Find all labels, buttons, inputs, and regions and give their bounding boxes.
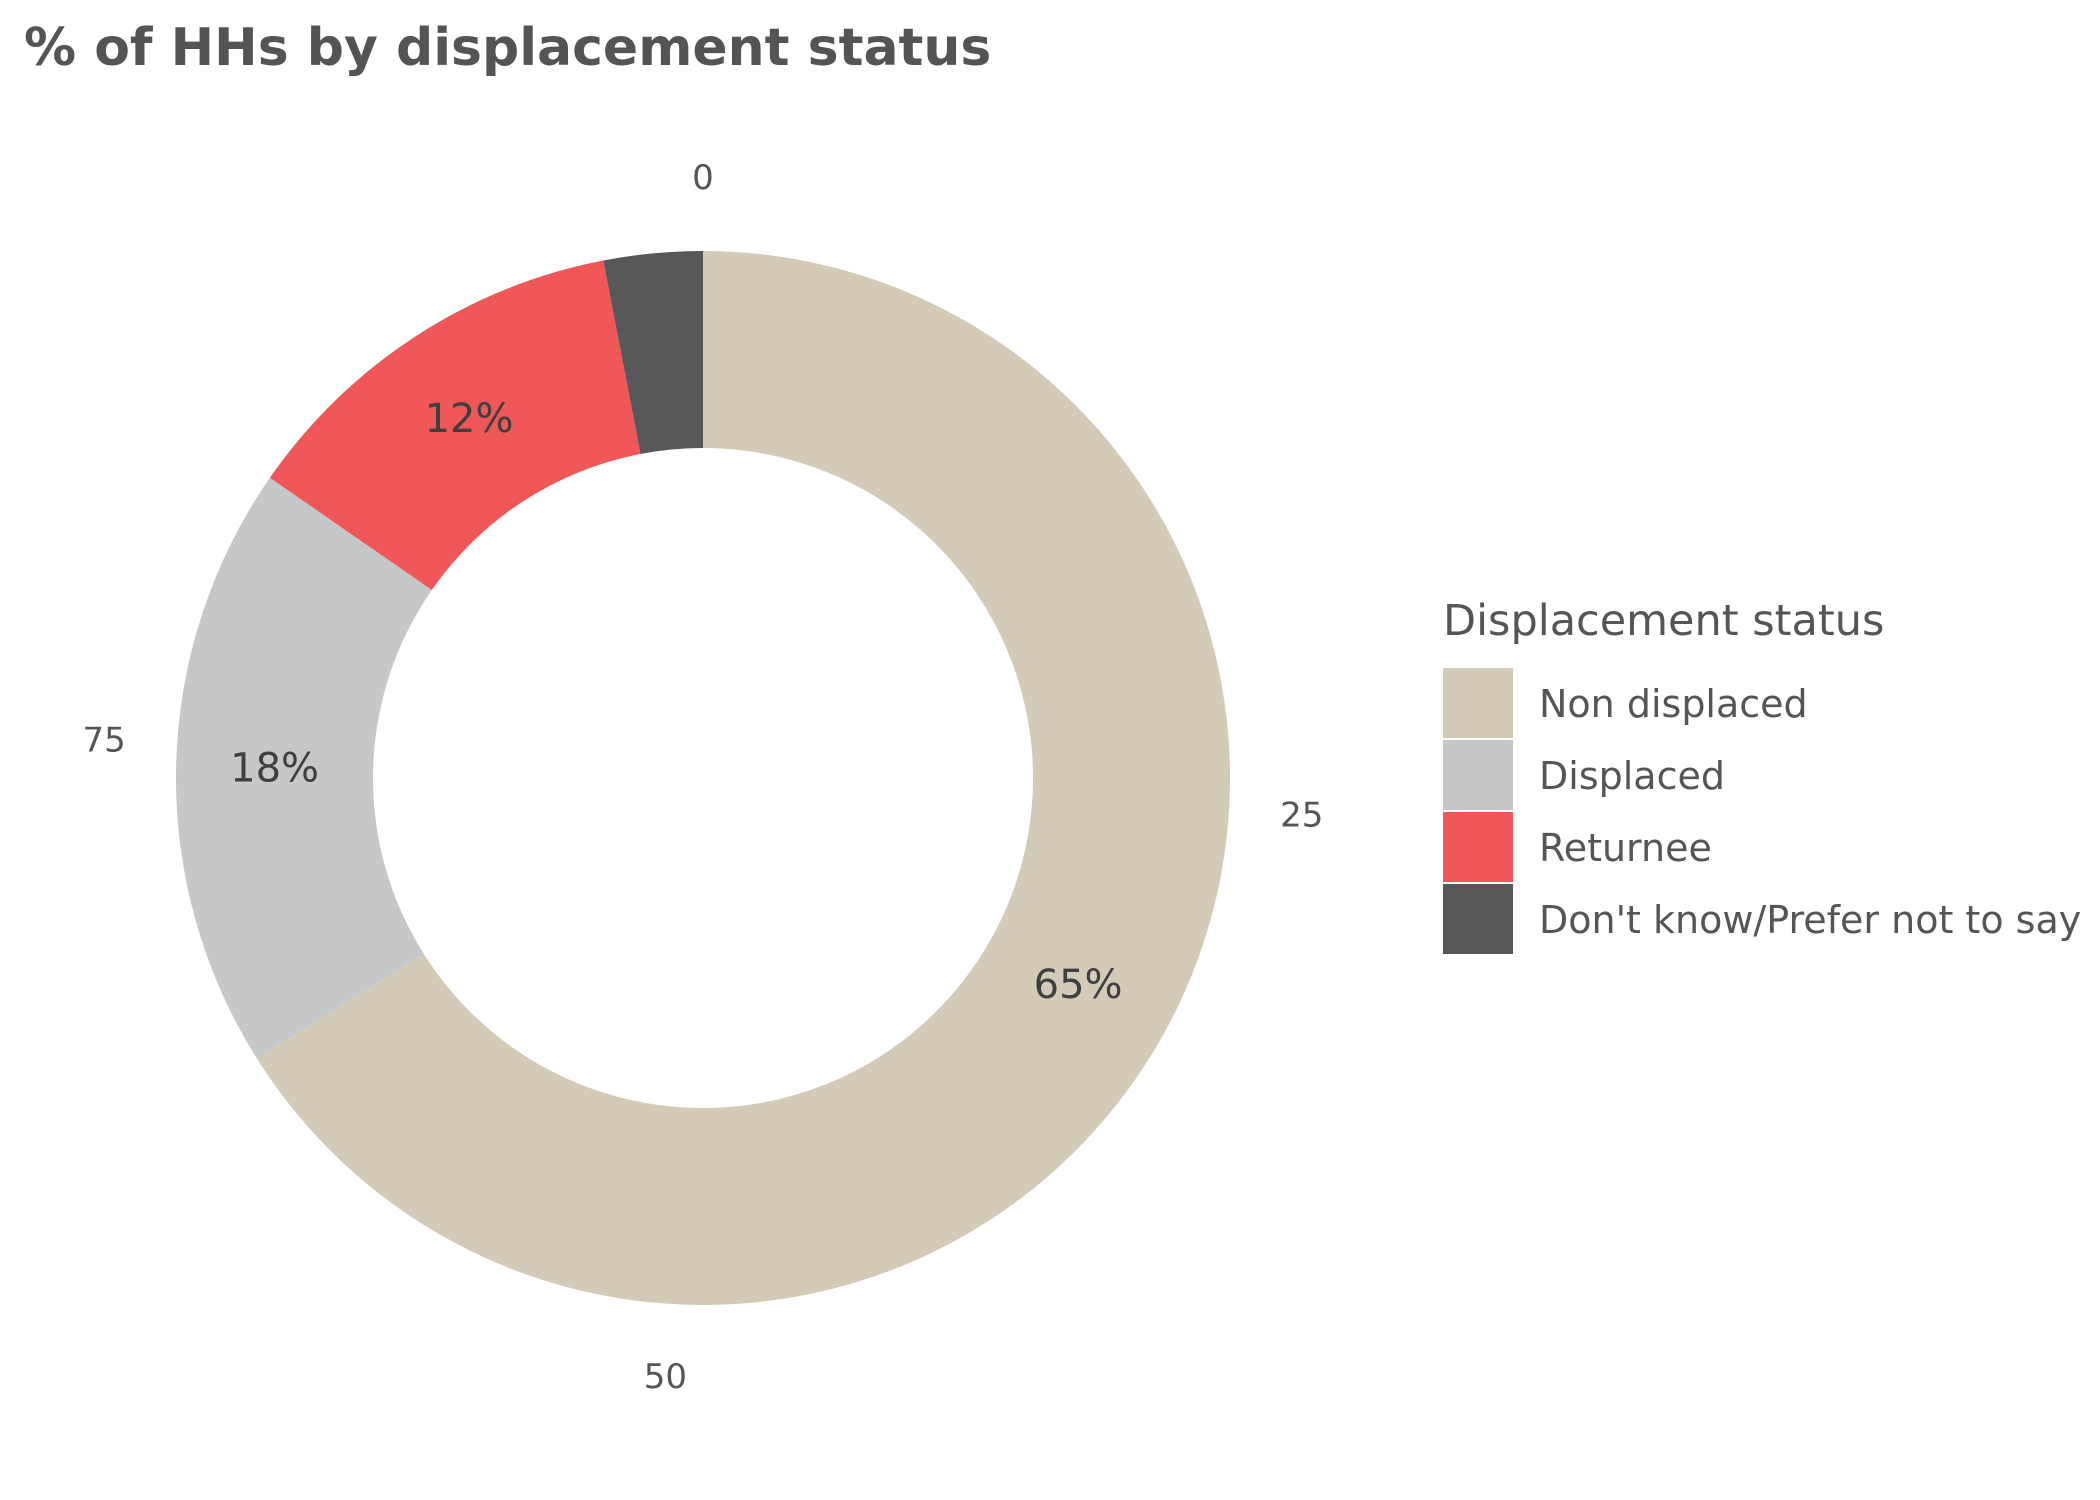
data-label: 65%: [1034, 962, 1123, 1008]
legend-label: Displaced: [1539, 754, 1725, 798]
data-label: 12%: [425, 396, 514, 442]
angular-tick-label: 50: [644, 1357, 687, 1397]
angular-tick-label: 0: [692, 158, 714, 198]
donut-slice-don-t-know-prefer-not-to-say: [603, 251, 703, 454]
legend-item[interactable]: Non displaced: [1443, 668, 2081, 740]
legend-item[interactable]: Returnee: [1443, 812, 2081, 884]
chart-title: % of HHs by displacement status: [24, 18, 992, 78]
angular-tick-label: 75: [83, 720, 126, 760]
donut-slice-displaced: [175, 477, 432, 1059]
legend-label: Returnee: [1539, 826, 1712, 870]
legend-swatch: [1443, 812, 1513, 884]
donut-slice-non-displaced: [256, 251, 1230, 1305]
legend-title: Displacement status: [1443, 596, 1885, 646]
legend: Displacement status Non displaced Displac…: [1443, 596, 2081, 956]
legend-swatch: [1443, 668, 1513, 740]
angular-tick-label: 25: [1280, 796, 1323, 836]
legend-item[interactable]: Don't know/Prefer not to say: [1443, 884, 2081, 956]
legend-swatch: [1443, 740, 1513, 812]
legend-item[interactable]: Displaced: [1443, 740, 2081, 812]
donut-slice-returnee: [269, 260, 641, 591]
data-label: 18%: [230, 745, 319, 791]
legend-swatch: [1443, 884, 1513, 956]
legend-label: Don't know/Prefer not to say: [1539, 898, 2082, 942]
legend-label: Non displaced: [1539, 682, 1808, 726]
